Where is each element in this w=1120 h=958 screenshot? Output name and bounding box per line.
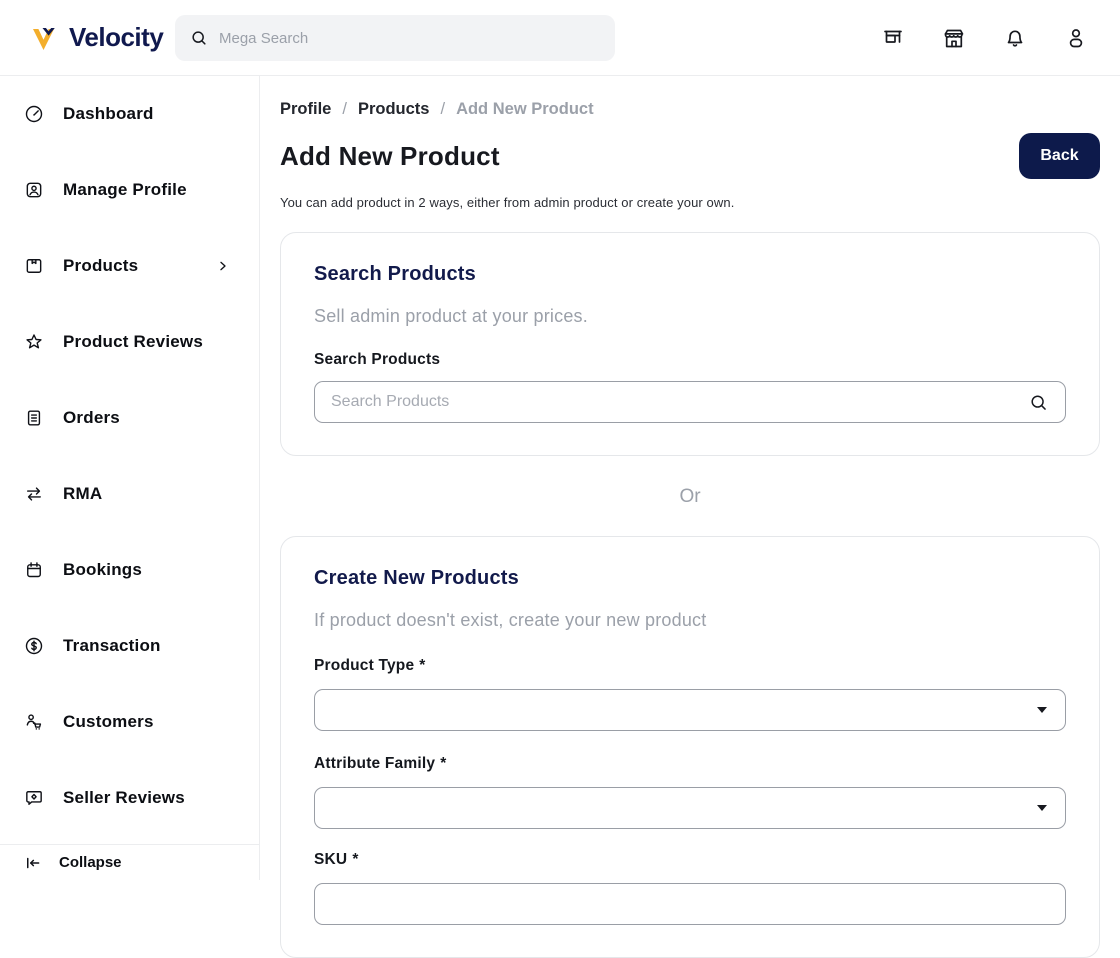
required-asterisk: * — [419, 657, 426, 674]
sidebar-item-bookings[interactable]: Bookings — [0, 532, 259, 608]
sidebar-item-label: Orders — [63, 408, 120, 427]
sidebar-item-label: Seller Reviews — [63, 788, 185, 807]
back-button[interactable]: Back — [1019, 133, 1100, 179]
breadcrumb-separator: / — [440, 100, 446, 118]
sku-field — [314, 883, 1066, 925]
search-icon — [189, 28, 209, 48]
collapse-arrow-icon — [24, 854, 42, 872]
sidebar-item-dashboard[interactable]: Dashboard — [0, 76, 259, 152]
chevron-right-icon — [215, 258, 231, 274]
search-products-field — [314, 381, 1066, 423]
search-products-card: Search Products Sell admin product at yo… — [280, 232, 1100, 456]
mega-search-input[interactable] — [219, 29, 601, 47]
sidebar-item-products[interactable]: Products — [0, 228, 259, 304]
select-caret-icon — [1037, 707, 1047, 713]
sidebar-item-label: Customers — [63, 712, 154, 731]
sidebar-item-label: Bookings — [63, 560, 143, 579]
sku-input[interactable] — [331, 895, 1049, 913]
collapse-label: Collapse — [59, 854, 122, 871]
store-icon[interactable] — [942, 26, 966, 50]
page-title: Add New Product — [280, 140, 500, 171]
breadcrumb-separator: / — [342, 100, 347, 118]
logo-text: Velocity — [69, 22, 164, 52]
dashboard-gauge-icon — [24, 104, 44, 124]
search-icon[interactable] — [1028, 392, 1049, 413]
attribute-family-select[interactable] — [314, 787, 1066, 829]
search-card-subtitle: Sell admin product at your prices. — [314, 306, 588, 326]
sidebar-collapse-button[interactable]: Collapse — [0, 844, 259, 880]
calendar-icon — [24, 560, 44, 580]
or-divider: Or — [679, 486, 701, 507]
order-list-icon — [24, 408, 44, 428]
customer-cart-icon — [24, 712, 44, 732]
field-label-text: SKU — [314, 851, 348, 868]
required-asterisk: * — [352, 851, 359, 868]
breadcrumb-current: Add New Product — [456, 100, 594, 118]
mega-search-bar[interactable] — [175, 15, 615, 61]
select-caret-icon — [1037, 805, 1047, 811]
sidebar-item-label: RMA — [63, 484, 103, 503]
required-asterisk: * — [440, 755, 447, 772]
velocity-logo[interactable]: Velocity — [30, 22, 164, 54]
sidebar-item-manage-profile[interactable]: Manage Profile — [0, 152, 259, 228]
field-label-text: Product Type — [314, 657, 415, 674]
create-products-card: Create New Products If product doesn't e… — [280, 536, 1100, 958]
package-icon — [24, 256, 44, 276]
search-field-label: Search Products — [314, 351, 441, 368]
sidebar-item-orders[interactable]: Orders — [0, 380, 259, 456]
sidebar-item-product-reviews[interactable]: Product Reviews — [0, 304, 259, 380]
sidebar-item-label: Transaction — [63, 636, 161, 655]
sidebar-item-label: Manage Profile — [63, 180, 187, 199]
sidebar-item-seller-reviews[interactable]: Seller Reviews — [0, 760, 259, 836]
swap-arrows-icon — [24, 484, 44, 504]
sidebar-item-transaction[interactable]: Transaction — [0, 608, 259, 684]
sidebar-nav: Dashboard Manage Profile Products — [0, 76, 260, 880]
star-icon — [24, 332, 44, 352]
sidebar-item-customers[interactable]: Customers — [0, 684, 259, 760]
create-card-title: Create New Products — [314, 567, 519, 589]
dollar-circle-icon — [24, 636, 44, 656]
top-header: Velocity — [0, 0, 1120, 76]
sidebar-item-label: Dashboard — [63, 104, 154, 123]
product-type-label: Product Type * — [314, 657, 1066, 675]
profile-card-icon — [24, 180, 44, 200]
search-products-input[interactable] — [331, 393, 1018, 411]
field-label-text: Attribute Family — [314, 755, 436, 772]
review-bubble-icon — [24, 788, 44, 808]
breadcrumb-products[interactable]: Products — [357, 100, 430, 118]
attribute-family-label: Attribute Family * — [314, 755, 1066, 773]
main-content: Profile / Products / Add New Product Add… — [260, 76, 1120, 958]
create-card-subtitle: If product doesn't exist, create your ne… — [314, 610, 707, 630]
breadcrumb: Profile / Products / Add New Product — [280, 100, 1100, 119]
sku-label: SKU * — [314, 851, 1066, 869]
page-description: You can add product in 2 ways, either fr… — [280, 195, 735, 210]
sidebar-item-rma[interactable]: RMA — [0, 456, 259, 532]
header-icon-group — [881, 0, 1088, 76]
notification-bell-icon[interactable] — [1003, 26, 1027, 50]
search-card-title: Search Products — [314, 263, 476, 285]
velocity-logo-icon — [30, 22, 62, 54]
product-type-select[interactable] — [314, 689, 1066, 731]
storefront-counter-icon[interactable] — [881, 26, 905, 50]
breadcrumb-profile[interactable]: Profile — [280, 100, 332, 118]
sidebar-item-label: Products — [63, 256, 139, 275]
sidebar-item-label: Product Reviews — [63, 332, 203, 351]
account-icon[interactable] — [1064, 26, 1088, 50]
